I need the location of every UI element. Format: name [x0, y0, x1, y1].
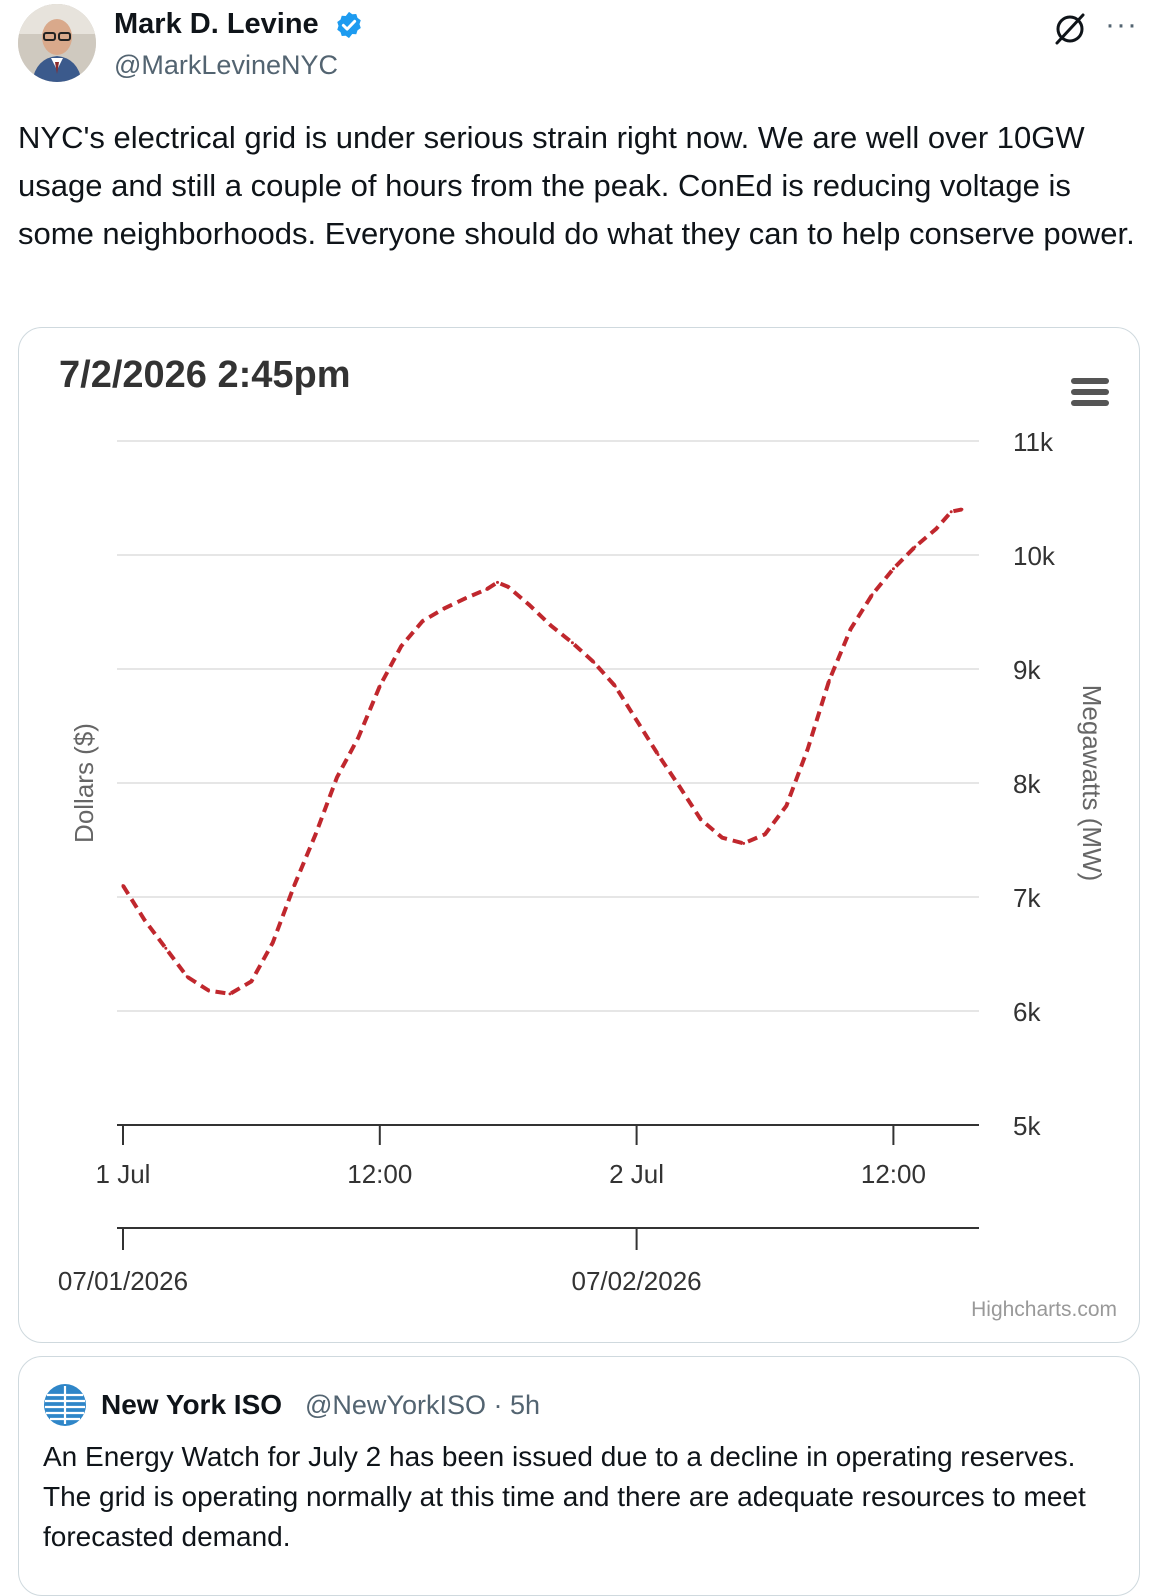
tweet-text: NYC's electrical grid is under serious s… — [18, 120, 1135, 251]
verified-badge-icon — [337, 11, 361, 39]
data-point — [656, 753, 660, 756]
y-tick-label: 10k — [1013, 541, 1056, 571]
data-point — [463, 596, 467, 600]
data-point — [121, 884, 125, 888]
more-options-icon[interactable]: ··· — [1105, 8, 1138, 41]
data-point — [185, 975, 189, 979]
data-point — [763, 832, 767, 836]
data-point — [528, 603, 532, 607]
y-tick-label: 8k — [1013, 769, 1041, 799]
data-point — [849, 627, 853, 631]
quoted-tweet[interactable]: New York ISO @NewYorkISO · 5h An Energy … — [18, 1356, 1140, 1596]
x-tick-label: 1 Jul — [96, 1159, 151, 1189]
data-point — [399, 644, 403, 648]
load-chart: 5k 6k 7k 8k 9k 10k 11k 1 Jul 12:00 2 Jul 12:00 07/0… — [58, 427, 1107, 1296]
data-point — [934, 527, 938, 531]
data-point — [421, 619, 425, 623]
x-tick-label: 2 Jul — [609, 1159, 664, 1189]
chart-credits[interactable]: Highcharts.com — [971, 1298, 1117, 1321]
data-point — [314, 832, 318, 836]
data-point — [142, 918, 146, 922]
navigator-tick-label: 07/02/2026 — [572, 1266, 702, 1296]
data-point — [613, 684, 617, 688]
data-point — [485, 587, 489, 591]
data-point — [677, 784, 681, 788]
data-point — [570, 641, 574, 645]
data-point — [249, 979, 253, 983]
data-point — [506, 585, 510, 589]
grok-icon[interactable] — [1052, 10, 1088, 46]
data-point — [228, 992, 232, 996]
quoted-author-name[interactable]: New York ISO — [101, 1389, 283, 1420]
data-point — [949, 510, 953, 514]
avatar-photo — [18, 4, 96, 82]
y-tick-label: 11k — [1013, 427, 1054, 457]
data-point — [292, 884, 296, 888]
data-point — [891, 567, 895, 571]
chart-title: 7/2/2026 2:45pm — [59, 354, 351, 396]
x-tick-label: 12:00 — [347, 1159, 412, 1189]
navigator-tick-label: 07/01/2026 — [58, 1266, 188, 1296]
data-point — [827, 678, 831, 682]
data-point — [806, 747, 810, 751]
data-point — [635, 718, 639, 722]
chart-menu-icon[interactable] — [1069, 376, 1111, 408]
y-tick-label: 5k — [1013, 1111, 1041, 1141]
data-point — [699, 818, 703, 821]
data-point — [870, 593, 874, 597]
author-name[interactable]: Mark D. Levine — [114, 8, 319, 40]
data-point — [913, 545, 917, 549]
data-point — [378, 684, 382, 688]
author-handle[interactable]: @MarkLevineNYC — [114, 50, 338, 80]
nyiso-logo-icon — [44, 1384, 86, 1426]
author-avatar[interactable] — [18, 4, 96, 82]
data-point — [742, 841, 746, 845]
data-point — [549, 624, 553, 628]
chart-card[interactable]: 5k 6k 7k 8k 9k 10k 11k 1 Jul 12:00 2 Jul 12:00 07/0… — [18, 327, 1140, 1343]
y-tick-label: 7k — [1013, 883, 1041, 913]
data-point — [960, 507, 964, 511]
quoted-handle-time[interactable]: @NewYorkISO · 5h — [305, 1390, 540, 1420]
x-tick-label: 12:00 — [861, 1159, 926, 1189]
series-line-load — [121, 507, 963, 996]
data-point — [720, 836, 724, 840]
data-point — [335, 775, 339, 779]
data-point — [592, 660, 596, 664]
y-axis-title-left: Dollars ($) — [69, 723, 99, 843]
data-point — [164, 946, 168, 950]
y-tick-label: 6k — [1013, 997, 1041, 1027]
y-axis-title-right: Megawatts (MW) — [1077, 685, 1107, 881]
data-point — [271, 941, 275, 945]
data-point — [784, 804, 788, 808]
data-point — [356, 735, 360, 739]
data-point — [207, 989, 211, 992]
quoted-tweet-text: An Energy Watch for July 2 has been issu… — [43, 1441, 1086, 1552]
data-point — [496, 580, 499, 584]
y-tick-label: 9k — [1013, 655, 1041, 685]
data-point — [442, 607, 446, 611]
